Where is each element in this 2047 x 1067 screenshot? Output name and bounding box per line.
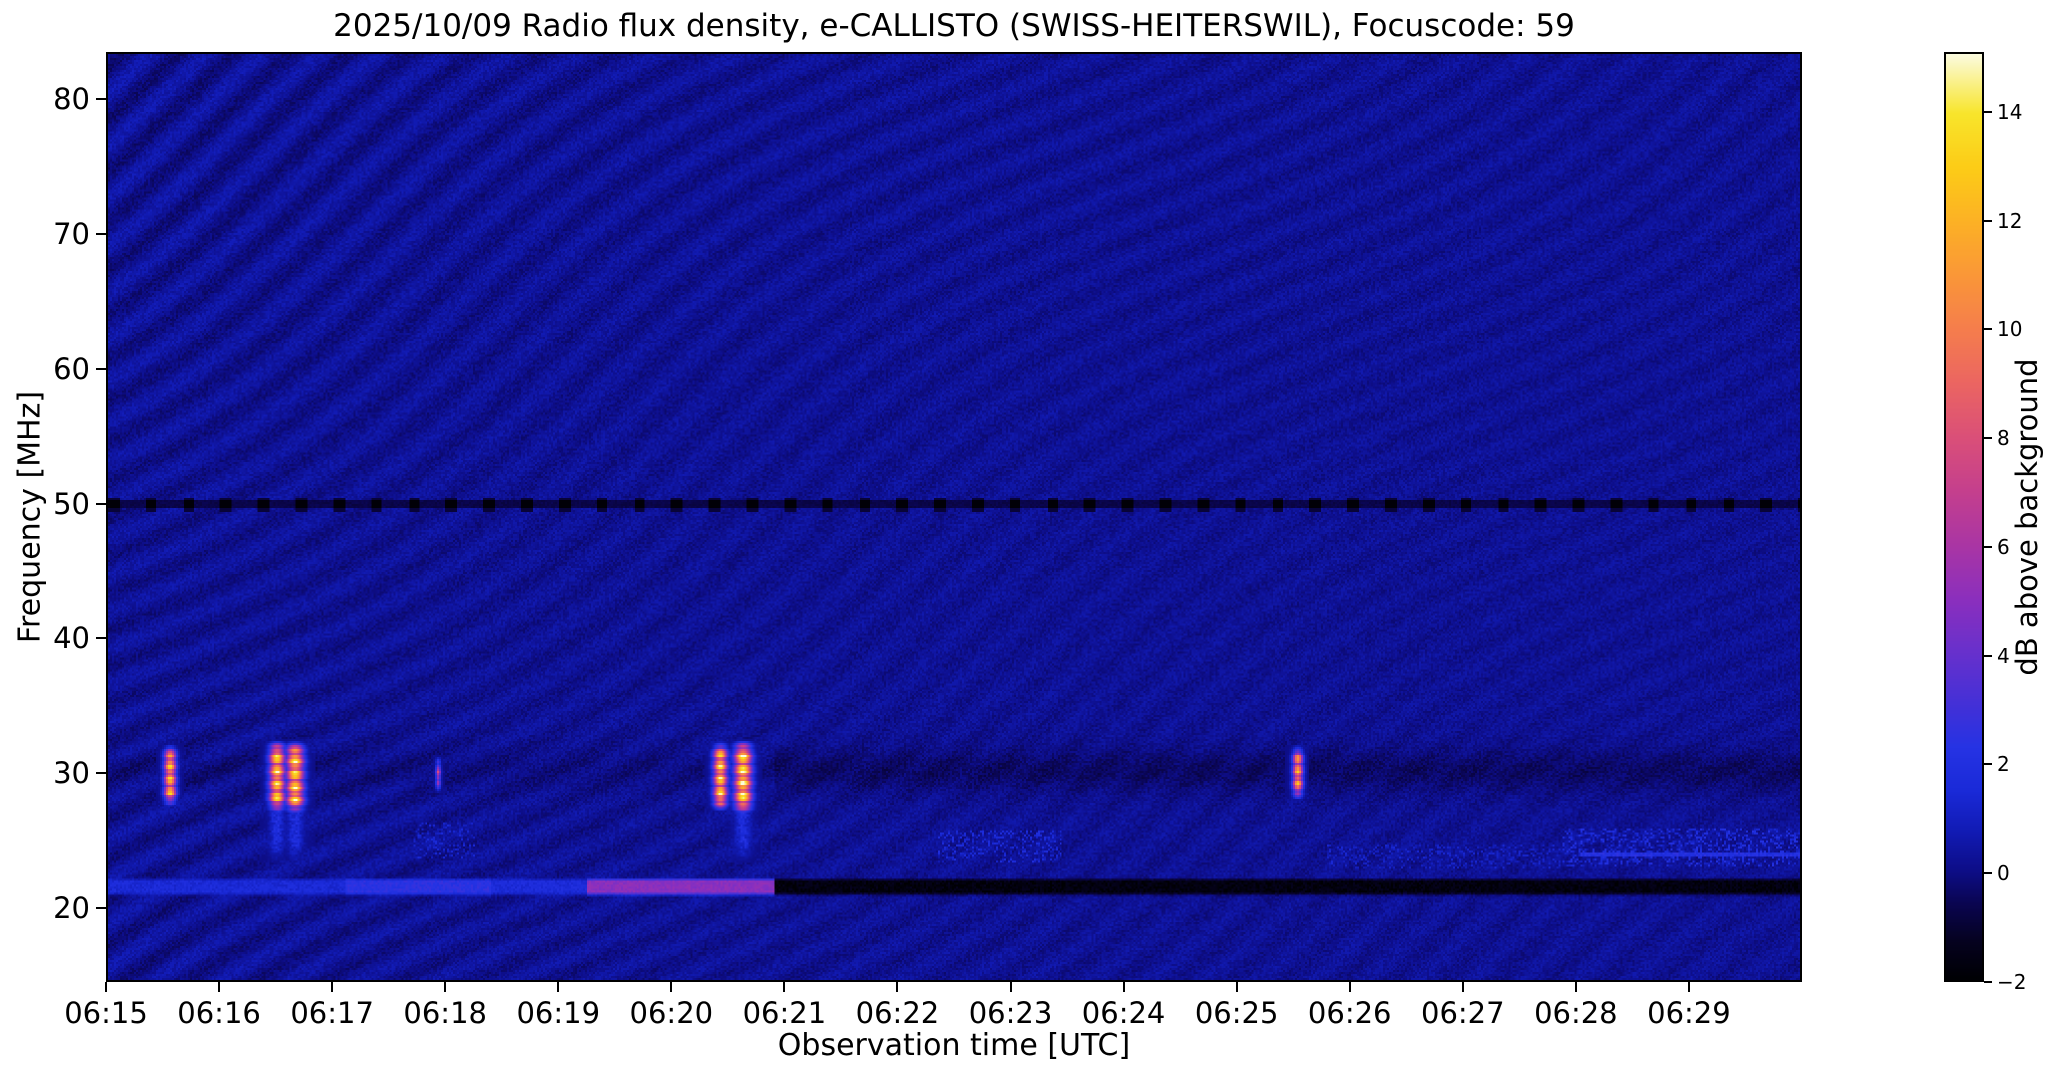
- x-tick-mark: [1575, 982, 1577, 992]
- x-tick-mark: [1236, 982, 1238, 992]
- x-axis-label: Observation time [UTC]: [106, 1028, 1802, 1063]
- x-tick-label: 06:20: [606, 996, 736, 1030]
- colorbar-tick-label: 10: [1997, 317, 2022, 341]
- colorbar-tick-label: 0: [1997, 861, 2010, 885]
- x-tick-mark: [1349, 982, 1351, 992]
- colorbar-tick-mark: [1984, 872, 1992, 874]
- y-tick-label: 30: [26, 756, 90, 790]
- x-tick-label: 06:28: [1511, 996, 1641, 1030]
- x-tick-mark: [670, 982, 672, 992]
- colorbar-tick-mark: [1984, 763, 1992, 765]
- x-tick-label: 06:17: [267, 996, 397, 1030]
- x-tick-label: 06:16: [154, 996, 284, 1030]
- colorbar-gradient: [1946, 54, 1982, 980]
- y-tick-label: 70: [26, 217, 90, 251]
- colorbar-tick-label: 14: [1997, 100, 2022, 124]
- colorbar-tick-mark: [1984, 546, 1992, 548]
- y-tick-mark: [96, 368, 106, 370]
- colorbar-label: dB above background: [2010, 358, 2044, 675]
- y-tick-mark: [96, 907, 106, 909]
- y-tick-mark: [96, 637, 106, 639]
- x-tick-label: 06:26: [1285, 996, 1415, 1030]
- y-tick-mark: [96, 503, 106, 505]
- y-tick-label: 80: [26, 82, 90, 116]
- x-tick-mark: [557, 982, 559, 992]
- plot-area: [106, 52, 1802, 982]
- x-tick-mark: [444, 982, 446, 992]
- y-tick-mark: [96, 772, 106, 774]
- colorbar-tick-mark: [1984, 111, 1992, 113]
- y-tick-label: 50: [26, 487, 90, 521]
- x-tick-label: 06:27: [1398, 996, 1528, 1030]
- colorbar-tick-label: 4: [1997, 644, 2010, 668]
- colorbar-tick-mark: [1984, 655, 1992, 657]
- colorbar: [1944, 52, 1984, 982]
- x-tick-label: 06:18: [380, 996, 510, 1030]
- x-tick-mark: [331, 982, 333, 992]
- colorbar-tick-mark: [1984, 328, 1992, 330]
- y-tick-mark: [96, 233, 106, 235]
- spectrogram-heatmap: [108, 54, 1800, 980]
- colorbar-tick-label: 8: [1997, 426, 2010, 450]
- x-tick-mark: [783, 982, 785, 992]
- colorbar-tick-label: 6: [1997, 535, 2010, 559]
- x-tick-mark: [896, 982, 898, 992]
- x-tick-label: 06:15: [41, 996, 171, 1030]
- x-tick-mark: [105, 982, 107, 992]
- x-tick-label: 06:23: [946, 996, 1076, 1030]
- colorbar-tick-label: 12: [1997, 209, 2022, 233]
- x-tick-mark: [1123, 982, 1125, 992]
- colorbar-tick-mark: [1984, 981, 1992, 983]
- colorbar-tick-mark: [1984, 437, 1992, 439]
- x-tick-label: 06:21: [719, 996, 849, 1030]
- x-tick-mark: [1010, 982, 1012, 992]
- x-tick-label: 06:25: [1172, 996, 1302, 1030]
- colorbar-tick-label: 2: [1997, 752, 2010, 776]
- y-tick-label: 60: [26, 352, 90, 386]
- y-tick-label: 40: [26, 621, 90, 655]
- x-tick-label: 06:24: [1059, 996, 1189, 1030]
- x-tick-mark: [1462, 982, 1464, 992]
- colorbar-tick-label: −2: [1997, 970, 2026, 994]
- y-tick-mark: [96, 98, 106, 100]
- x-tick-mark: [1688, 982, 1690, 992]
- x-tick-label: 06:19: [493, 996, 623, 1030]
- chart-title: 2025/10/09 Radio flux density, e-CALLIST…: [106, 8, 1802, 44]
- y-tick-label: 20: [26, 891, 90, 925]
- colorbar-tick-mark: [1984, 220, 1992, 222]
- x-tick-label: 06:22: [832, 996, 962, 1030]
- x-tick-mark: [218, 982, 220, 992]
- x-tick-label: 06:29: [1624, 996, 1754, 1030]
